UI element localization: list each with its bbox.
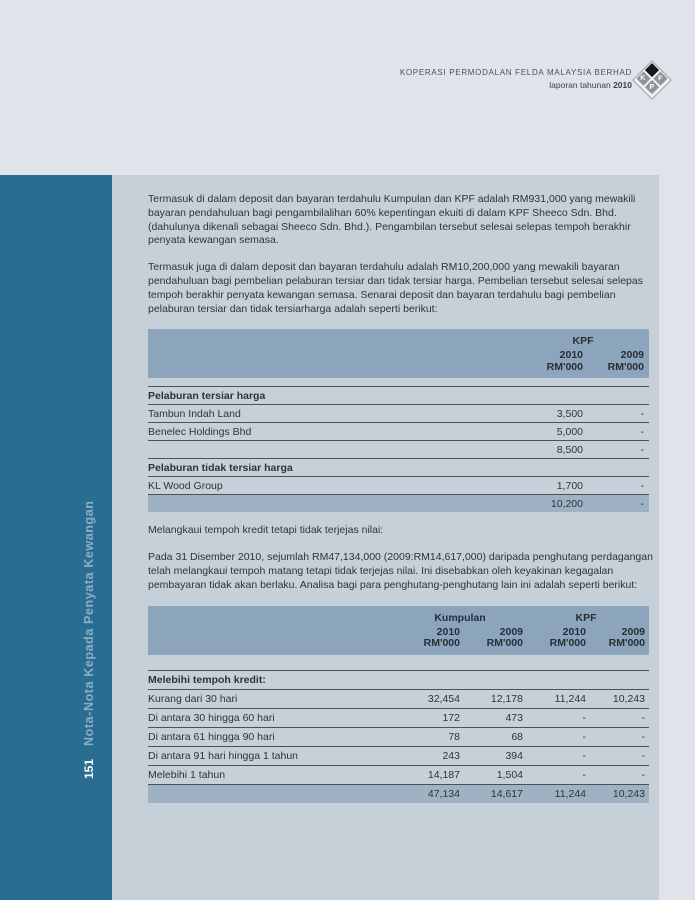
table-row: Di antara 61 hingga 90 hari 78 68 - - <box>148 727 649 746</box>
table1-deposit-pelaburan: Pelaburan tersiar harga Tambun Indah Lan… <box>148 386 649 513</box>
report-title: laporan tahunan 2010 <box>400 80 632 90</box>
table2-group-kpf: KPF <box>575 611 597 624</box>
table-row: Melebihi tempoh kredit: <box>148 670 649 689</box>
table-row: Pelaburan tersiar harga <box>148 386 649 405</box>
paragraph-penghutang: Pada 31 Disember 2010, sejumlah RM47,134… <box>148 551 653 591</box>
table1-group-row: KPF <box>148 335 649 347</box>
kpf-logo-diamond: F K P <box>632 60 672 100</box>
table-row: Di antara 30 hingga 60 hari 172 473 - - <box>148 708 649 727</box>
table-row: Melebihi 1 tahun 14,187 1,504 - - <box>148 765 649 784</box>
table2-group-row: Kumpulan KPF <box>148 612 649 624</box>
table1-header: KPF 2010 RM'000 2009 RM'000 <box>148 329 649 379</box>
table1-col-2009: 2009 RM'000 <box>607 349 644 373</box>
table-row: Kurang dari 30 hari 32,454 12,178 11,244… <box>148 689 649 708</box>
table1-col-2010: 2010 RM'000 <box>546 349 583 373</box>
table2-col-k2010: 2010 RM'000 <box>423 625 460 650</box>
paragraph-deposit-pelaburan: Termasuk juga di dalam deposit dan bayar… <box>148 261 643 315</box>
content-panel: Termasuk di dalam deposit dan bayaran te… <box>112 175 659 900</box>
table1-group-kpf: KPF <box>572 335 594 348</box>
sidebar: Nota-Nota Kepada Penyata Kewangan 151 <box>0 175 112 900</box>
table2-aging-penghutang: Melebihi tempoh kredit: Kurang dari 30 h… <box>148 670 649 803</box>
credit-period-label: Melangkaui tempoh kredit tetapi tidak te… <box>148 524 384 537</box>
table-row: KL Wood Group 1,700 - <box>148 476 649 495</box>
table-row-total: 47,134 14,617 11,244 10,243 <box>148 784 649 803</box>
table2-col-f2009: 2009 RM'000 <box>608 625 645 650</box>
page-number: 151 <box>82 758 96 779</box>
table-row: Tambun Indah Land 3,500 - <box>148 404 649 423</box>
report-year: 2010 <box>613 80 632 90</box>
paragraph-deposit-kpf-sheeco: Termasuk di dalam deposit dan bayaran te… <box>148 193 636 247</box>
table1-year-row: 2010 RM'000 2009 RM'000 <box>148 347 649 373</box>
table-row-subtotal: 8,500 - <box>148 440 649 459</box>
table2-col-k2009: 2009 RM'000 <box>486 625 523 650</box>
table2-group-kumpulan: Kumpulan <box>434 611 486 624</box>
table-row-total: 10,200 - <box>148 494 649 513</box>
table2-col-f2010: 2010 RM'000 <box>549 625 586 650</box>
table-row: Di antara 91 hari hingga 1 tahun 243 394… <box>148 746 649 765</box>
table-row: Pelaburan tidak tersiar harga <box>148 458 649 477</box>
table2-header: Kumpulan KPF 2010 RM'000 2009 RM'000 2010 R… <box>148 605 649 655</box>
table2-year-row: 2010 RM'000 2009 RM'000 2010 RM'000 2009 RM'… <box>148 624 649 650</box>
kpf-logo-icon: F K P <box>632 60 672 100</box>
company-name: KOPERASI PERMODALAN FELDA MALAYSIA BERHA… <box>399 68 632 77</box>
table-row: Benelec Holdings Bhd 5,000 - <box>148 422 649 441</box>
masthead: KOPERASI PERMODALAN FELDA MALAYSIA BERHA… <box>400 68 632 90</box>
report-label: laporan tahunan <box>549 80 611 90</box>
sidebar-section-title: Nota-Nota Kepada Penyata Kewangan <box>82 500 96 746</box>
